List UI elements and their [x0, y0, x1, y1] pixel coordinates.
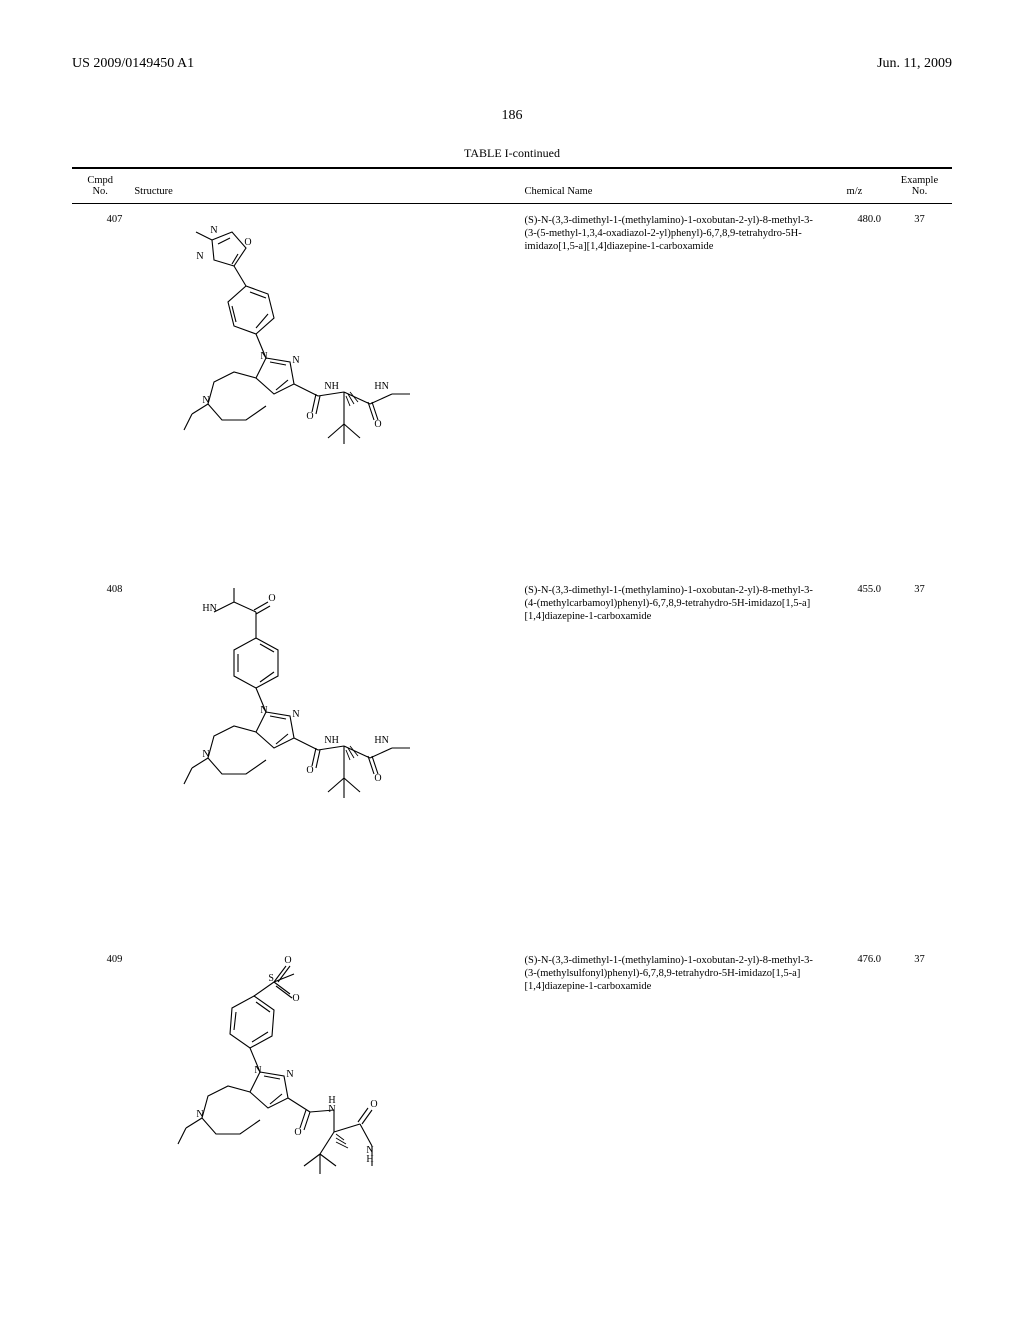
atom-label: O: [374, 774, 381, 784]
atom-label: N: [254, 1066, 261, 1076]
atom-label: N: [292, 710, 299, 720]
col-header-structure: Structure: [128, 169, 518, 203]
atom-label: O: [244, 238, 251, 248]
publication-date: Jun. 11, 2009: [877, 56, 952, 72]
atom-label: N: [260, 706, 267, 716]
table-caption: TABLE I-continued: [72, 146, 952, 161]
structure-cell: N N O N N N NH HN O O: [128, 204, 518, 574]
example-no: 37: [887, 944, 952, 1294]
chemical-name: (S)-N-(3,3-dimethyl-1-(methylamino)-1-ox…: [518, 574, 821, 944]
col-header-chemical-name: Chemical Name: [518, 169, 821, 203]
atom-label: H N: [328, 1096, 335, 1114]
structure-cell: HN O N N N NH HN O O: [128, 574, 518, 944]
col-header-mz: m/z: [822, 169, 887, 203]
cmpd-no: 409: [72, 944, 128, 1294]
col-header-cmpd: CmpdNo.: [72, 169, 128, 203]
atom-label: O: [306, 412, 313, 422]
chemical-name: (S)-N-(3,3-dimethyl-1-(methylamino)-1-ox…: [518, 944, 821, 1294]
atom-label: O: [306, 766, 313, 776]
atom-label: NH: [324, 736, 338, 746]
atom-label: N: [260, 352, 267, 362]
atom-label: O: [294, 1128, 301, 1138]
atom-label: O: [268, 594, 275, 604]
table-row: 408: [72, 574, 952, 944]
atom-label: N: [202, 396, 209, 406]
col-header-example: ExampleNo.: [887, 169, 952, 203]
page-header: US 2009/0149450 A1 Jun. 11, 2009: [72, 56, 952, 72]
chemical-structure-407: N N O N N N NH HN O O: [134, 214, 454, 514]
atom-label: HN: [374, 382, 388, 392]
atom-label: N: [292, 356, 299, 366]
atom-label: N: [286, 1070, 293, 1080]
atom-label: O: [292, 994, 299, 1004]
atom-label: N: [196, 1110, 203, 1120]
atom-label: HN: [374, 736, 388, 746]
atom-label: N: [202, 750, 209, 760]
page: US 2009/0149450 A1 Jun. 11, 2009 186 TAB…: [0, 0, 1024, 1334]
table-row: 407: [72, 204, 952, 574]
chemical-structure-408: HN O N N N NH HN O O: [134, 584, 454, 884]
table-header-row: CmpdNo. Structure Chemical Name m/z Exam…: [72, 169, 952, 203]
example-no: 37: [887, 204, 952, 574]
chemical-name: (S)-N-(3,3-dimethyl-1-(methylamino)-1-ox…: [518, 204, 821, 574]
cmpd-no: 408: [72, 574, 128, 944]
example-no: 37: [887, 574, 952, 944]
atom-label: O: [370, 1100, 377, 1110]
compound-table: CmpdNo. Structure Chemical Name m/z Exam…: [72, 169, 952, 1294]
atom-label: O: [374, 420, 381, 430]
atom-label: N: [196, 252, 203, 262]
mz-value: 455.0: [822, 574, 887, 944]
structure-cell: O S O N N N H N O O N H: [128, 944, 518, 1294]
atom-label: N: [210, 226, 217, 236]
page-number: 186: [72, 108, 952, 124]
atom-label: NH: [324, 382, 338, 392]
cmpd-no: 407: [72, 204, 128, 574]
table-row: 409: [72, 944, 952, 1294]
mz-value: 480.0: [822, 204, 887, 574]
atom-label: N H: [366, 1146, 373, 1164]
mz-value: 476.0: [822, 944, 887, 1294]
chemical-structure-409: O S O N N N H N O O N H: [134, 954, 454, 1234]
atom-label: HN: [202, 604, 216, 614]
atom-label: S: [268, 974, 274, 984]
structure-svg: [134, 584, 454, 884]
atom-label: O: [284, 956, 291, 966]
publication-number: US 2009/0149450 A1: [72, 56, 194, 72]
